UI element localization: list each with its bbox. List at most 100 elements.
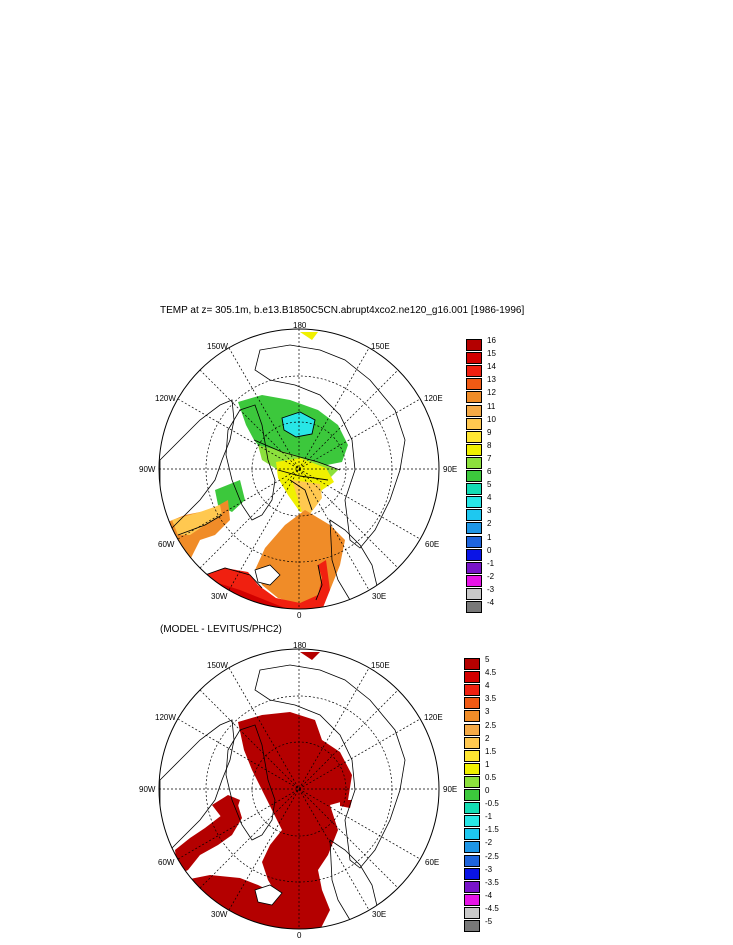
colorbar-swatch (466, 470, 482, 482)
colorbar-swatch (464, 920, 480, 932)
colorbar-swatch (466, 509, 482, 522)
lon-label-120e: 120E (424, 713, 443, 722)
colorbar-swatch (466, 522, 482, 535)
contour-line (253, 439, 341, 471)
colorbar-label: 14 (487, 362, 496, 372)
landmass-iceland (254, 564, 281, 586)
colorbar-label: 13 (487, 375, 496, 385)
lon-label-90e: 90E (443, 465, 458, 474)
colorbar-swatch (466, 601, 482, 613)
landmass-greenland (225, 724, 276, 841)
field-darkred-bering (300, 652, 320, 660)
colorbar-swatch (466, 443, 482, 456)
field-darkred-arctic (238, 712, 352, 929)
colorbar-label: 8 (487, 440, 492, 450)
colorbar-swatch (464, 762, 480, 775)
colorbar-label: 2 (487, 519, 492, 529)
colorbar-label: 1 (485, 759, 490, 769)
colorbar-label: -2 (487, 571, 495, 581)
colorbar-swatch (464, 906, 480, 919)
lon-label-60w: 60W (158, 858, 175, 867)
lon-label-30w: 30W (211, 592, 228, 601)
colorbar-swatch (466, 535, 482, 548)
landmass-siberia (254, 344, 406, 549)
colorbar-swatch (464, 893, 480, 906)
colorbar-label: -3.5 (485, 877, 499, 887)
colorbar-swatch (464, 671, 480, 684)
colorbar-swatch (464, 684, 480, 697)
contour-line (277, 469, 329, 481)
contour-line (315, 564, 323, 601)
polar-map-1-svg (158, 328, 440, 610)
colorbar-swatch (466, 483, 482, 496)
lon-label-30w: 30W (211, 910, 228, 919)
field-cyan-core (282, 412, 315, 437)
colorbar-swatch (464, 854, 480, 867)
colorbar-label: 7 (487, 453, 492, 463)
colorbar-label: -5 (485, 917, 493, 926)
colorbar-swatch (464, 736, 480, 749)
lon-label-120w: 120W (155, 713, 176, 722)
landmass-siberia (254, 664, 406, 869)
colorbar-swatch (466, 496, 482, 509)
lon-label-60w: 60W (158, 540, 175, 549)
colorbar-label: 1.5 (485, 746, 497, 756)
colorbar-label: 1 (487, 532, 492, 542)
colorbar-label: 9 (487, 427, 492, 437)
colorbar-swatch (464, 815, 480, 828)
colorbar-label: 0 (487, 545, 492, 555)
lon-label-90e: 90E (443, 785, 458, 794)
colorbar-swatch (464, 775, 480, 788)
colorbar-swatch (466, 365, 482, 378)
colorbar-label: 12 (487, 388, 496, 398)
colorbar-label: 0 (485, 786, 490, 795)
colorbar-label: 15 (487, 349, 496, 359)
colorbar-swatch (466, 430, 482, 443)
colorbar-swatch (466, 548, 482, 561)
colorbar-swatch (464, 710, 480, 723)
colorbar-label: 5 (485, 655, 490, 664)
landmass-greenland (225, 404, 276, 521)
figure-subtitle: (MODEL - LEVITUS/PHC2) (160, 624, 282, 635)
colorbar-label: 2.5 (485, 720, 497, 730)
colorbar-swatch (464, 789, 480, 801)
lon-label-0: 0 (297, 611, 302, 620)
colorbar-swatch (464, 828, 480, 841)
field-darkred-baffin (212, 795, 240, 818)
lon-label-180: 180 (293, 321, 307, 330)
colorbar-swatch (466, 574, 482, 587)
colorbar-label: -1.5 (485, 825, 499, 835)
colorbar-swatch (466, 404, 482, 417)
field-yellow-bering (300, 332, 318, 340)
colorbar-swatch (464, 867, 480, 880)
field-darkred-labrador (175, 805, 242, 875)
colorbar-swatch (464, 841, 480, 854)
lon-label-60e: 60E (425, 540, 440, 549)
colorbar-swatch (466, 561, 482, 574)
lon-label-150e: 150E (371, 342, 390, 351)
colorbar-label: -3 (485, 864, 493, 874)
lon-label-150w: 150W (207, 661, 228, 670)
colorbar-label: -1 (485, 812, 493, 822)
colorbar-label: -4.5 (485, 903, 499, 913)
colorbar-label: -3 (487, 584, 495, 594)
lon-label-150w: 150W (207, 342, 228, 351)
landmass-iceland (254, 884, 283, 906)
colorbar-label: 0.5 (485, 772, 497, 782)
colorbar-swatch (464, 723, 480, 736)
lon-label-60e: 60E (425, 858, 440, 867)
colorbar-swatch (466, 378, 482, 391)
colorbar-label: 3 (487, 506, 492, 516)
lon-label-30e: 30E (372, 592, 387, 601)
lon-label-0: 0 (297, 931, 302, 940)
colorbar-label: 6 (487, 467, 492, 476)
colorbar-label: -4 (485, 890, 493, 900)
colorbar-label: -0.5 (485, 799, 499, 809)
colorbar-label: 3.5 (485, 694, 497, 704)
colorbar-swatch (466, 339, 482, 351)
colorbar-label: -2 (485, 838, 493, 848)
lon-label-120w: 120W (155, 394, 176, 403)
polar-map-temperature: 180 0 90W 90E 150W 120W 150E 120E 60W 30… (139, 321, 496, 620)
colorbar-label: 4.5 (485, 668, 497, 678)
